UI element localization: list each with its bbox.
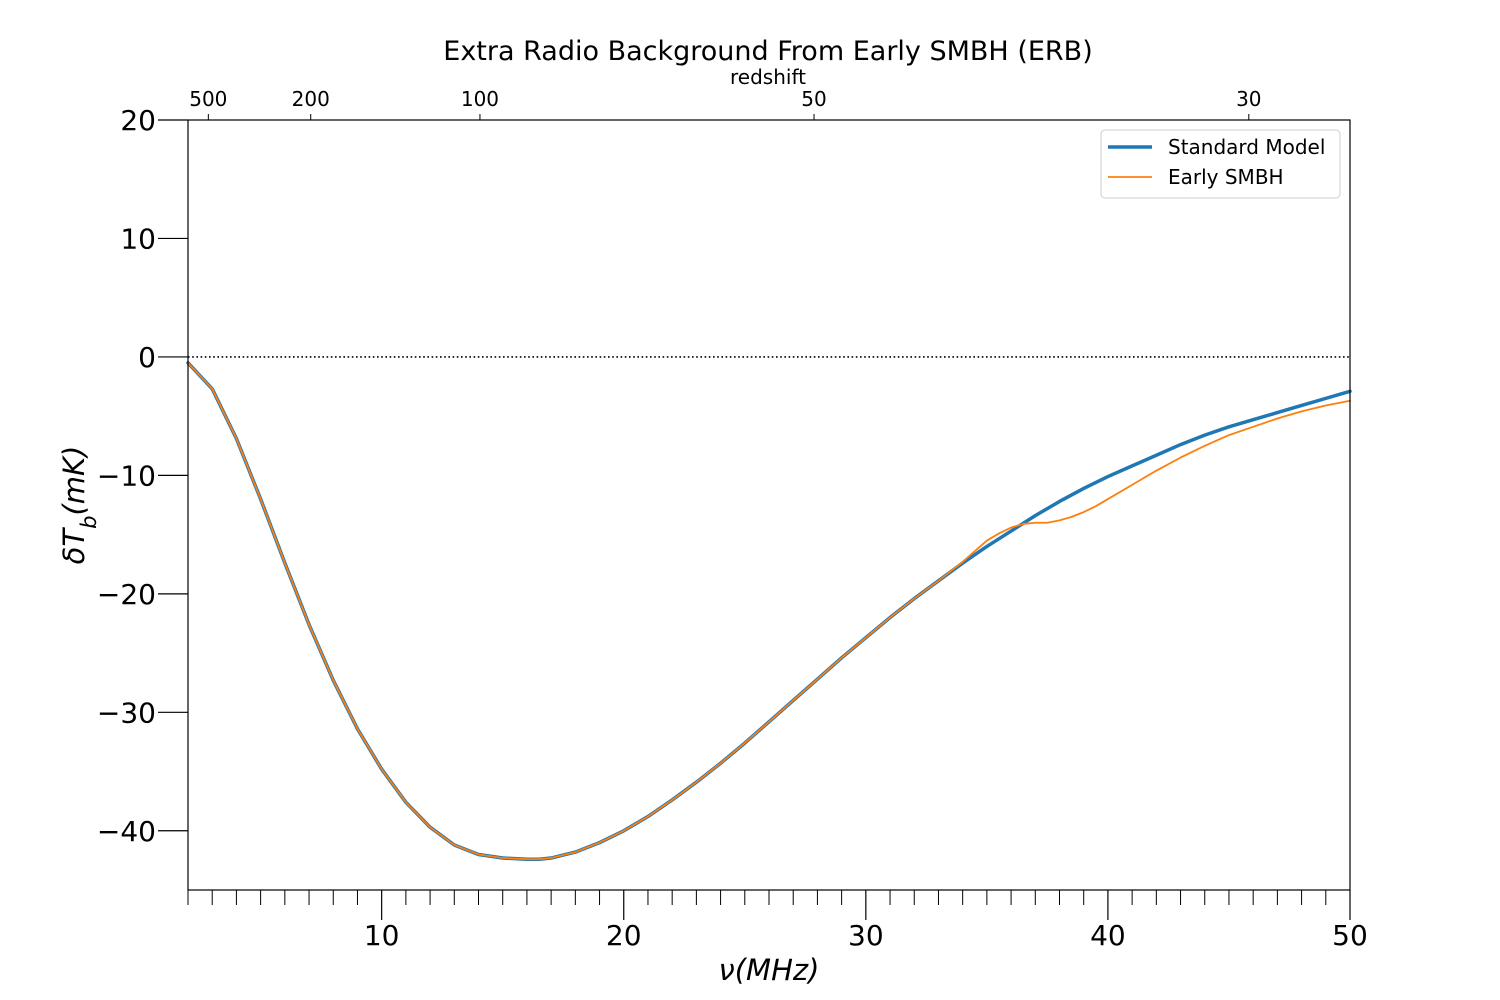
top-tick-label: 50 (801, 87, 826, 111)
y-tick-label: −30 (97, 696, 156, 729)
y-tick-label: 20 (120, 104, 156, 137)
y-tick-label: −40 (97, 815, 156, 848)
plot-frame (187, 119, 1351, 891)
series-line-early-smbh (187, 361, 1351, 861)
y-tick-label: 10 (120, 222, 156, 255)
y-tick-label: −10 (97, 459, 156, 492)
x-axis: 10 20 30 40 50 (187, 890, 1368, 952)
x-tick-label: 10 (364, 919, 400, 952)
top-axis-label: redshift (730, 65, 806, 89)
x-axis-label: ν(MHz) (719, 953, 820, 987)
y-axis-label: δTb(mK) (57, 446, 101, 565)
top-tick-label: 30 (1236, 87, 1261, 111)
top-tick-label: 500 (189, 87, 227, 111)
y-tick-label: 0 (138, 341, 156, 374)
x-tick-label: 20 (606, 919, 642, 952)
legend-label-standard-model: Standard Model (1168, 135, 1325, 159)
x-tick-label: 50 (1332, 919, 1368, 952)
legend: Standard Model Early SMBH (1100, 129, 1341, 199)
top-tick-label: 100 (461, 87, 499, 111)
y-tick-label: −20 (97, 578, 156, 611)
legend-label-early-smbh: Early SMBH (1168, 165, 1284, 189)
y-axis: 20 10 0 −10 −20 −30 −40 (97, 104, 188, 848)
top-tick-label: 200 (292, 87, 330, 111)
series-layer (186, 361, 1352, 861)
x-tick-label: 30 (848, 919, 884, 952)
top-axis: 500 200 100 50 30 (189, 87, 1262, 120)
chart-title: Extra Radio Background From Early SMBH (… (443, 36, 1092, 67)
series-line-standard-model (186, 361, 1352, 861)
legend-box (1100, 129, 1341, 199)
x-tick-label: 40 (1090, 919, 1126, 952)
